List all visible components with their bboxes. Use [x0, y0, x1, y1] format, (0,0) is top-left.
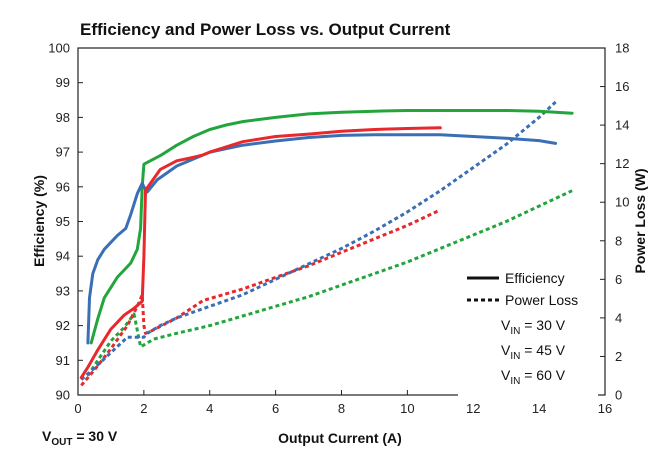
x-tick-label: 10	[400, 401, 414, 416]
y2-tick-label: 12	[615, 156, 629, 171]
y-tick-label: 96	[56, 179, 70, 194]
y-tick-label: 92	[56, 318, 70, 333]
legend-vin-60-sub: IN	[510, 376, 520, 387]
legend-vin-30: VIN = 30 V	[501, 317, 566, 337]
legend-vin-45-sub: IN	[510, 351, 520, 362]
legend-power-loss-label: Power Loss	[505, 292, 578, 308]
legend-vin-45-prefix: V	[501, 342, 511, 358]
series-group	[79, 100, 574, 387]
y2-axis-label: Power Loss (W)	[632, 168, 648, 273]
y-tick-label: 100	[48, 41, 70, 56]
x-tick-label: 8	[338, 401, 345, 416]
vout-sub: OUT	[51, 437, 72, 448]
power-loss-line-vin-60v	[80, 208, 441, 387]
legend-vin-30-prefix: V	[501, 317, 511, 333]
legend-vin-45: VIN = 45 V	[501, 342, 566, 362]
y-tick-label: 98	[56, 110, 70, 125]
y2-tick-label: 14	[615, 118, 629, 133]
efficiency-line-vin-60v	[79, 126, 442, 380]
y2-tick-label: 0	[615, 388, 622, 403]
legend-efficiency-label: Efficiency	[505, 270, 565, 286]
x-tick-label: 12	[466, 401, 480, 416]
y2-tick-label: 10	[615, 195, 629, 210]
y-tick-label: 97	[56, 145, 70, 160]
x-tick-label: 4	[206, 401, 213, 416]
legend-background	[458, 262, 598, 396]
efficiency-line-vin-45v	[89, 109, 574, 345]
y-tick-label: 90	[56, 388, 70, 403]
y2-tick-label: 8	[615, 233, 622, 248]
vout-annotation: VOUT = 30 V	[42, 428, 118, 448]
x-tick-label: 6	[272, 401, 279, 416]
y2-tick-label: 6	[615, 272, 622, 287]
legend-vin-60-prefix: V	[501, 367, 511, 383]
legend-vin-60: VIN = 60 V	[501, 367, 566, 387]
efficiency-line-vin-30v	[86, 133, 558, 345]
legend-vin-30-sub: IN	[510, 326, 520, 337]
y-tick-label: 91	[56, 353, 70, 368]
chart-title: Efficiency and Power Loss vs. Output Cur…	[80, 20, 451, 39]
legend-vin-45-suffix: = 45 V	[520, 342, 565, 358]
ticks: 0 2 4 6 8 10 12 14 16 90 91 92 93 94 95 96 97 98 99 100 0 2 4 6…	[48, 41, 629, 417]
x-tick-label: 16	[598, 401, 612, 416]
x-tick-label: 2	[140, 401, 147, 416]
y-tick-label: 99	[56, 75, 70, 90]
x-tick-label: 0	[74, 401, 81, 416]
y2-tick-label: 4	[615, 310, 622, 325]
legend: Efficiency Power Loss VIN = 30 V VIN = 4…	[458, 262, 598, 396]
x-tick-label: 14	[532, 401, 546, 416]
y-tick-label: 93	[56, 283, 70, 298]
y-tick-label: 94	[56, 249, 70, 264]
y2-tick-label: 2	[615, 349, 622, 364]
y-tick-label: 95	[56, 214, 70, 229]
y2-tick-label: 16	[615, 79, 629, 94]
legend-vin-30-suffix: = 30 V	[520, 317, 565, 333]
legend-vin-60-suffix: = 60 V	[520, 367, 565, 383]
vout-prefix: V	[42, 428, 52, 444]
power-loss-line-vin-30v	[80, 100, 557, 381]
vout-suffix: = 30 V	[72, 428, 117, 444]
x-axis-label: Output Current (A)	[278, 430, 402, 446]
y-axis-label: Efficiency (%)	[31, 175, 47, 267]
y2-tick-label: 18	[615, 41, 629, 56]
